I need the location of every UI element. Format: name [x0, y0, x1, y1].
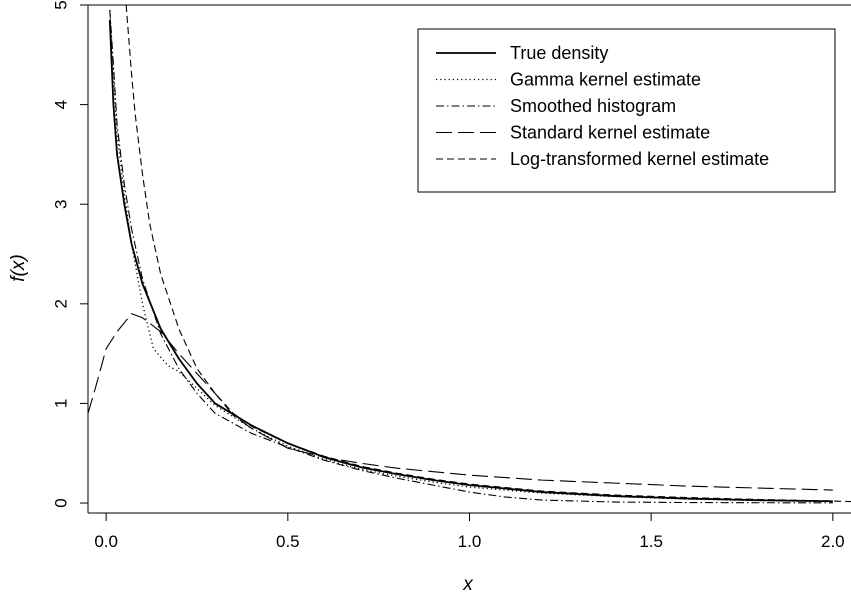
legend-label: Gamma kernel estimate	[510, 70, 701, 90]
x-tick-label: 0.5	[276, 532, 300, 551]
x-axis-title: x	[462, 574, 474, 595]
series-line-4	[88, 313, 833, 491]
x-tick-label: 0.0	[94, 532, 118, 551]
x-tick-label: 1.0	[458, 532, 482, 551]
legend-box	[417, 28, 836, 193]
series-line-3	[109, 9, 833, 504]
y-axis-title: f(x)	[8, 254, 29, 281]
y-tick-label: 5	[51, 0, 70, 9]
y-tick-label: 2	[51, 299, 70, 308]
y-tick-label: 4	[51, 100, 70, 109]
legend-label: Smoothed histogram	[510, 96, 676, 116]
axes: 0.0 0.5 1.0 1.5 2.0 0 1 2 3 4 5	[51, 0, 851, 551]
series-line-1	[108, 19, 833, 503]
x-tick-label: 1.5	[639, 532, 663, 551]
legend: True density Gamma kernel estimate Smoothe…	[417, 28, 836, 193]
series-line-2	[109, 9, 833, 503]
y-tick-label: 1	[51, 399, 70, 408]
y-tick-label: 0	[51, 498, 70, 507]
legend-label: Log-transformed kernel estimate	[510, 149, 769, 169]
x-tick-label: 2.0	[821, 532, 845, 551]
legend-label: Standard kernel estimate	[510, 123, 710, 143]
series-lines	[88, 5, 851, 504]
legend-label: True density	[510, 43, 608, 63]
y-tick-label: 3	[51, 199, 70, 208]
series-line-5	[125, 5, 851, 503]
